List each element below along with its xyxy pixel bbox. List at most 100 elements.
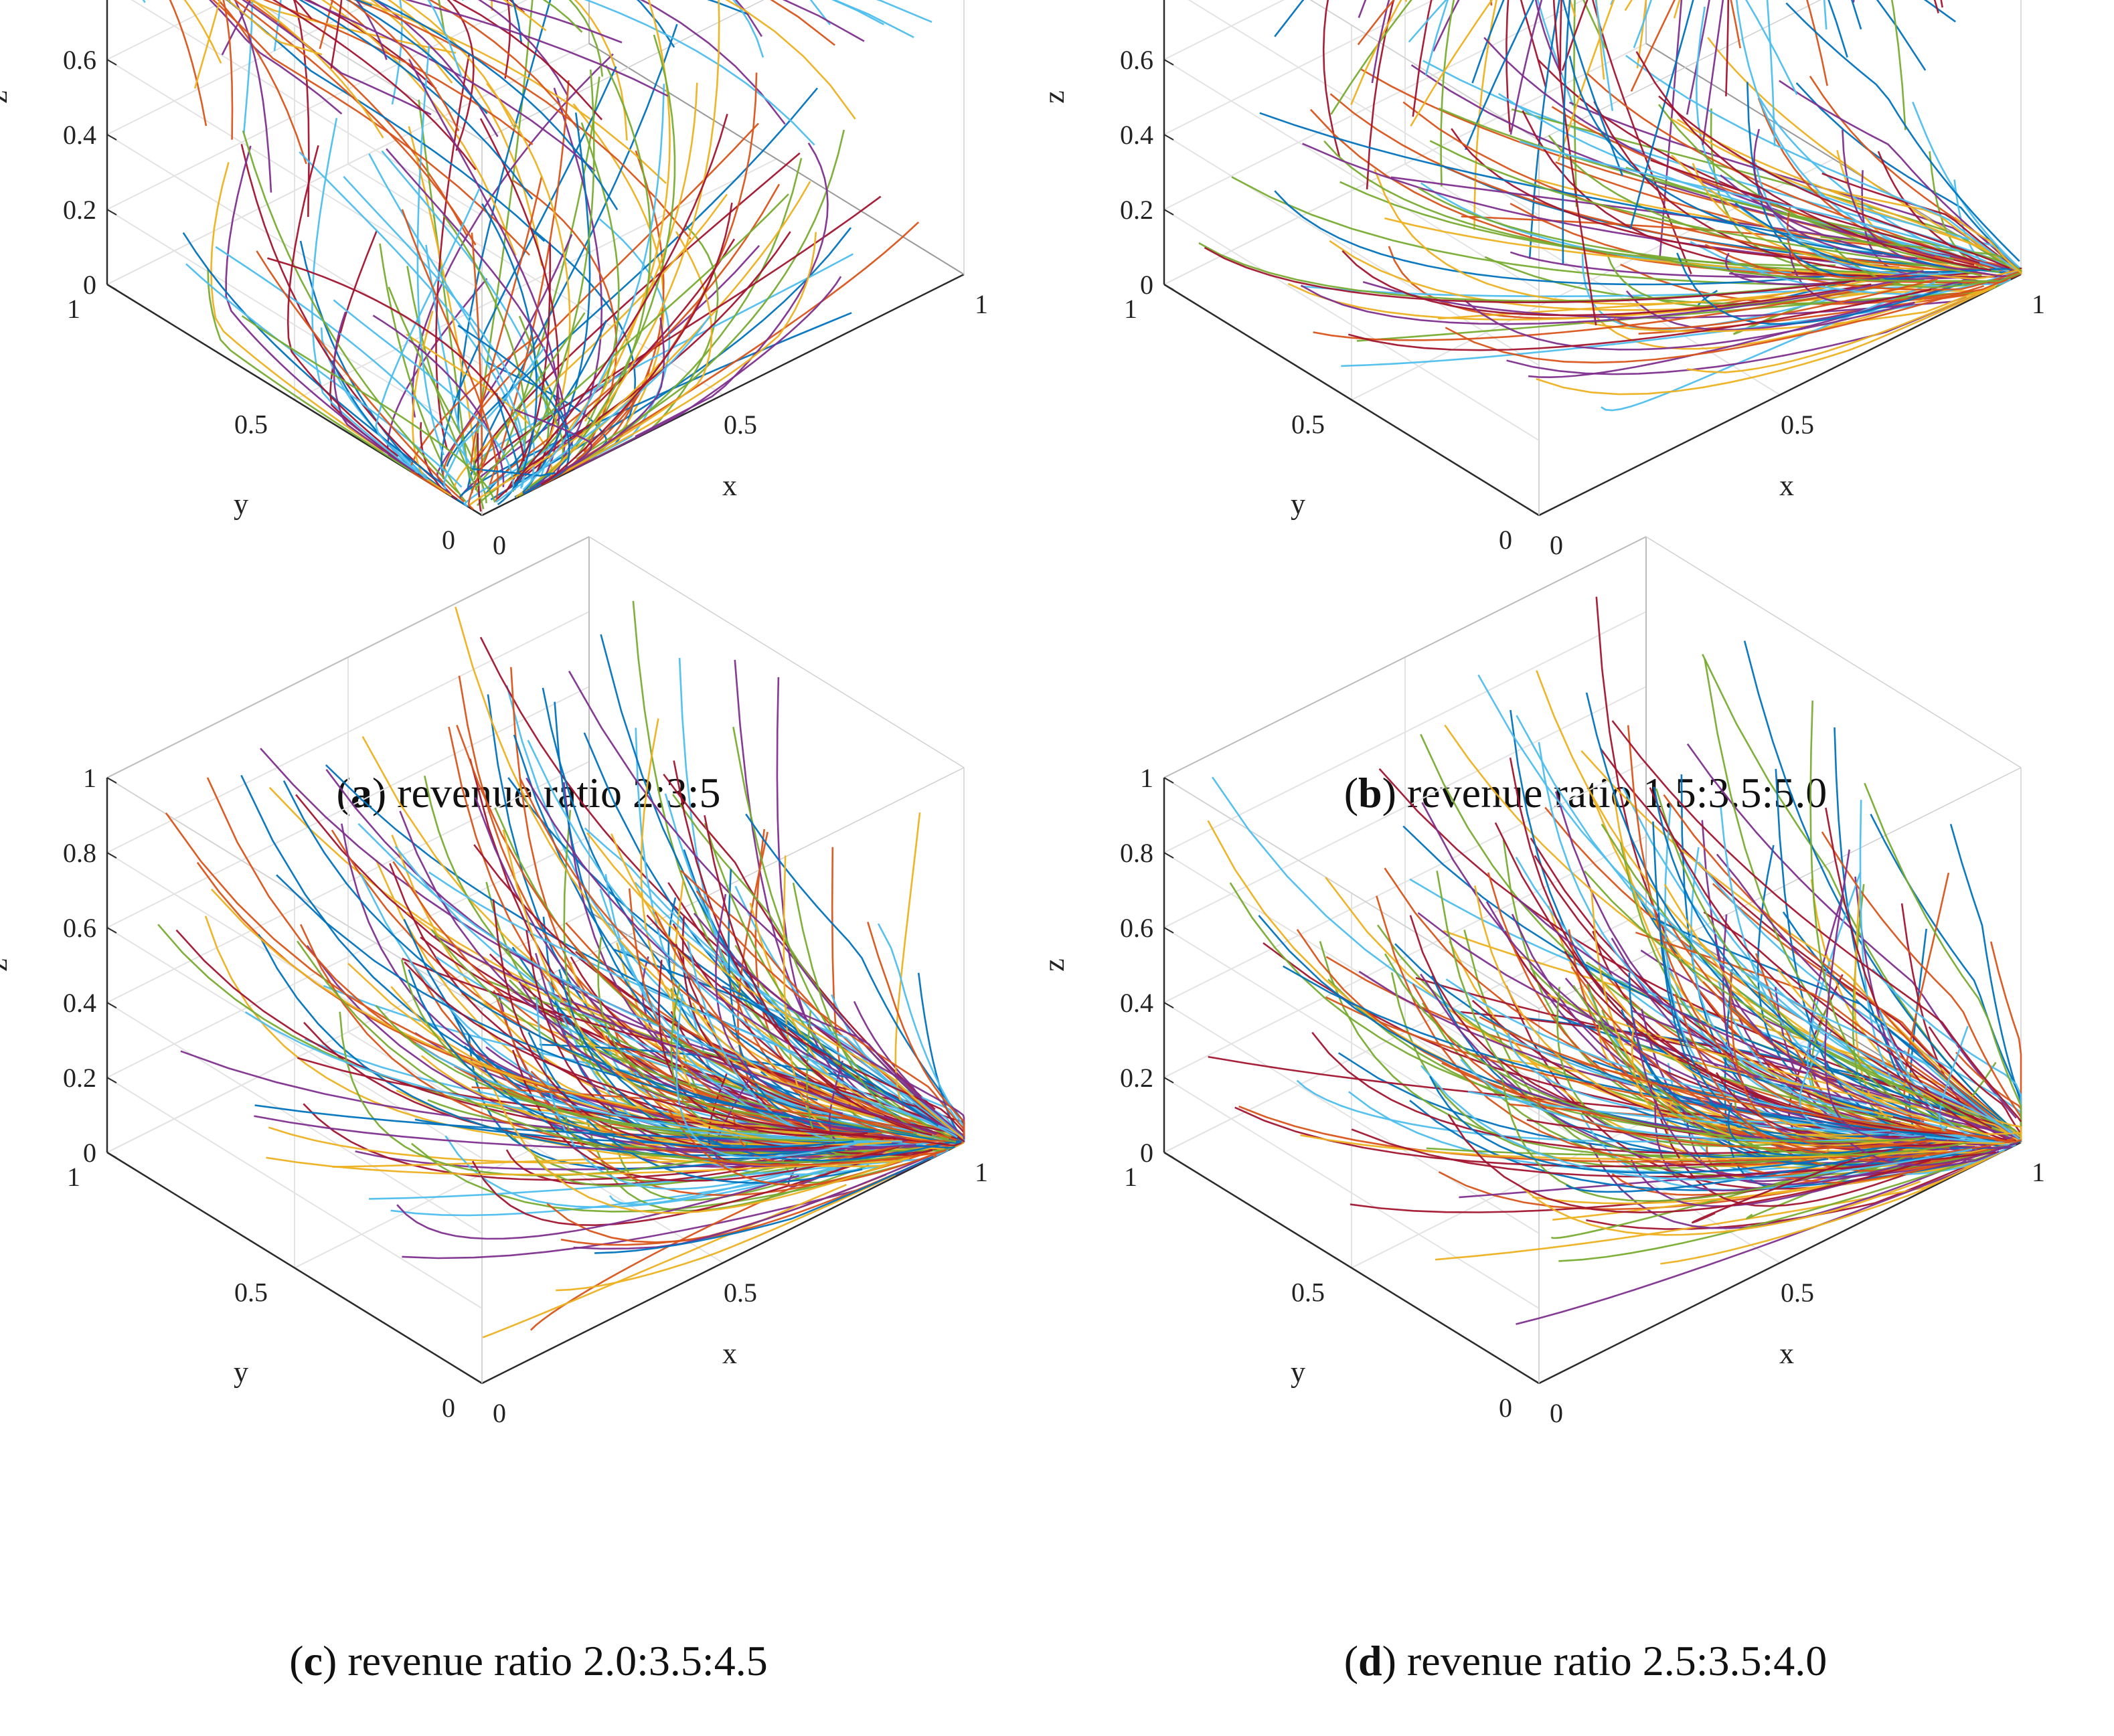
trajectory-line xyxy=(225,145,381,447)
trajectory-line xyxy=(1686,285,1994,373)
trajectory-line xyxy=(1650,159,1980,264)
x-axis-label: x xyxy=(1779,469,1794,502)
trajectory-line xyxy=(345,0,488,114)
trajectory-line xyxy=(1204,246,1856,304)
trajectory-line xyxy=(1632,1017,1921,1186)
trajectory-line xyxy=(1390,176,2022,276)
x-tick-label: 1 xyxy=(975,1157,988,1187)
trajectory-line xyxy=(1341,250,1872,317)
z-tick-mark xyxy=(1163,852,1174,859)
trajectory-line xyxy=(732,0,764,58)
trajectory-line xyxy=(1522,1181,1921,1236)
trajectory-line xyxy=(408,126,477,460)
trajectory-group xyxy=(157,600,965,1338)
z-tick-mark xyxy=(106,1152,117,1158)
caption-text: revenue ratio 2.5:3.5:4.0 xyxy=(1406,1637,1827,1684)
trajectory-line xyxy=(1692,163,1931,270)
y-axis-label: y xyxy=(1291,1356,1305,1389)
trajectory-line xyxy=(222,0,234,140)
trajectory-line xyxy=(704,815,932,1136)
trajectory-line xyxy=(400,959,758,1132)
trajectory-line xyxy=(725,0,856,120)
z-tick-label: 0.8 xyxy=(63,838,96,868)
z-tick-mark xyxy=(1163,1077,1174,1083)
trajectory-line xyxy=(1785,2,2020,262)
trajectory-line xyxy=(556,1174,896,1292)
trajectory-line xyxy=(514,114,728,483)
trajectory-line xyxy=(542,687,851,1101)
trajectory-group xyxy=(142,0,932,512)
trajectory-line xyxy=(311,118,419,474)
x-tick-label: 1 xyxy=(2032,1157,2045,1187)
z-tick-label: 0.8 xyxy=(1120,838,1153,868)
trajectory-line xyxy=(374,0,619,211)
x-tick-label: 0 xyxy=(493,530,506,560)
trajectory-line xyxy=(576,129,845,460)
trajectory-line xyxy=(523,394,564,491)
trajectory-line xyxy=(474,193,789,491)
x-tick-label: 0.5 xyxy=(1781,410,1814,440)
z-tick-mark xyxy=(106,852,117,859)
x-tick-label: 0 xyxy=(1550,1398,1563,1428)
trajectory-line xyxy=(722,985,939,1127)
trajectory-line xyxy=(404,0,669,97)
trajectory-line xyxy=(1611,1146,1955,1196)
trajectory-line xyxy=(1259,112,1946,269)
trajectory-line xyxy=(509,231,791,481)
y-tick-label: 0 xyxy=(1499,1393,1512,1423)
trajectory-line xyxy=(489,1079,914,1214)
trajectory-line xyxy=(1422,60,2012,269)
z-tick-label: 1 xyxy=(1140,763,1153,793)
trajectory-line xyxy=(1753,128,1918,260)
trajectory-line xyxy=(408,969,854,1148)
trajectory-line xyxy=(495,393,519,506)
trajectory-line xyxy=(1562,0,1571,264)
trajectory-line xyxy=(1651,917,2010,1128)
trajectory-line xyxy=(249,0,457,54)
trajectory-line xyxy=(519,776,911,1124)
trajectory-line xyxy=(240,143,436,481)
y-tick-label: 0 xyxy=(442,1393,455,1423)
trajectory-line xyxy=(241,315,496,503)
trajectory-line xyxy=(1501,1077,1830,1202)
z-tick-mark xyxy=(1163,134,1174,141)
trajectory-line xyxy=(1384,953,1926,1143)
trajectory-line xyxy=(233,0,477,246)
z-tick-label: 0.6 xyxy=(1120,45,1153,75)
trajectory-line xyxy=(471,1159,869,1227)
trajectory-line xyxy=(574,0,628,141)
trajectory-line xyxy=(1676,118,2008,264)
trajectory-line xyxy=(1954,216,2022,274)
caption-letter: d xyxy=(1358,1637,1382,1684)
z-tick-label: 0.4 xyxy=(63,988,96,1018)
trajectory-line xyxy=(1706,1140,1916,1179)
trajectory-line xyxy=(1451,128,1860,262)
trajectory-line xyxy=(1534,0,1562,75)
caption-letter: c xyxy=(303,1637,323,1684)
trajectory-line xyxy=(1852,0,1855,3)
z-tick-mark xyxy=(106,927,117,934)
trajectory-line xyxy=(1635,51,1991,271)
trajectory-line xyxy=(594,1156,934,1254)
trajectory-line xyxy=(611,833,892,1112)
y-axis-line xyxy=(1163,283,1540,517)
caption-letter: b xyxy=(1358,769,1382,816)
trajectory-line xyxy=(1831,189,2022,274)
trajectory-line xyxy=(557,232,817,476)
trajectory-line xyxy=(560,1002,937,1135)
trajectory-line xyxy=(532,69,595,444)
trajectory-line xyxy=(1730,970,1927,1148)
x-axis-line xyxy=(481,273,965,517)
y-tick-label: 0.5 xyxy=(1291,1278,1325,1308)
trajectory-line xyxy=(1420,1065,1973,1181)
trajectory-line xyxy=(375,1005,873,1142)
trajectory-line xyxy=(1636,0,1647,69)
z-tick-label: 0.4 xyxy=(63,120,96,150)
trajectory-line xyxy=(1658,95,2010,270)
z-tick-label: 0 xyxy=(1140,1138,1153,1168)
trajectory-line xyxy=(204,916,752,1146)
trajectory-line xyxy=(1595,298,1925,350)
